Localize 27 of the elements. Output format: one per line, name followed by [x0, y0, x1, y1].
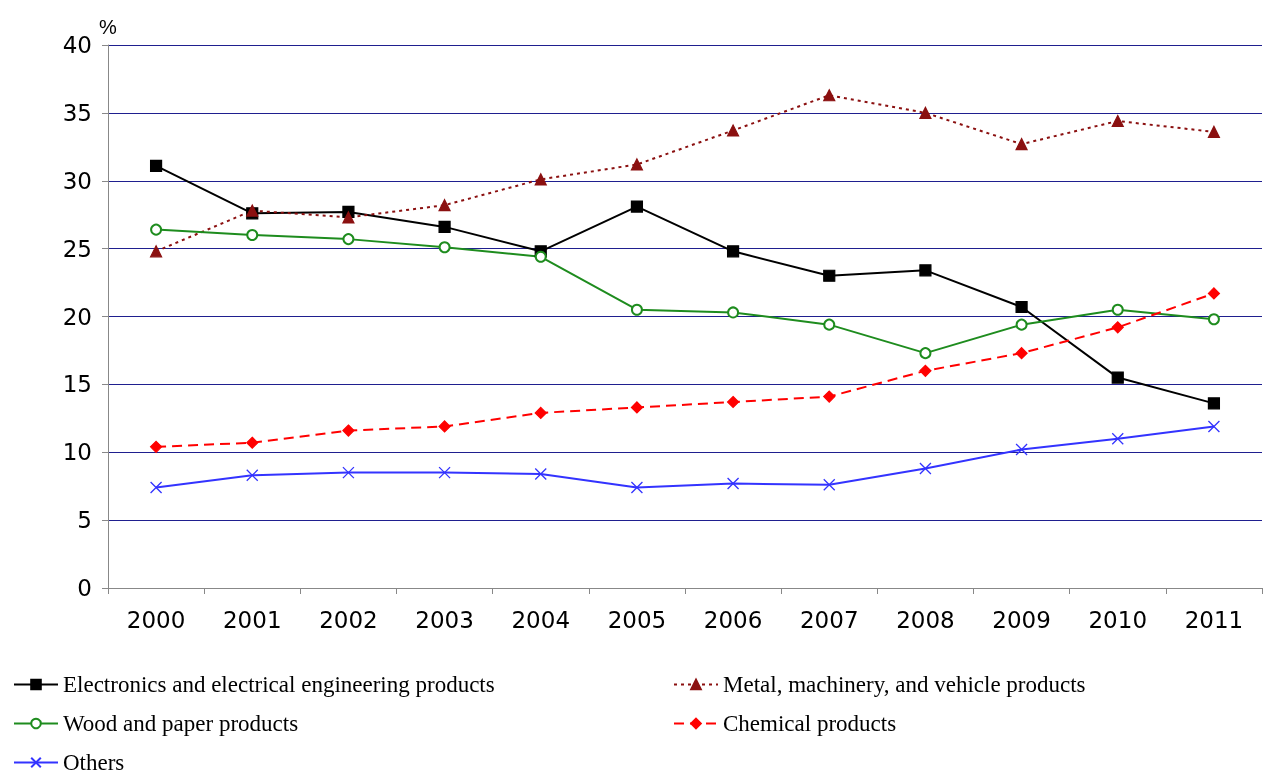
y-tick-label: 35 [62, 99, 92, 126]
x-tick-label: 2000 [126, 606, 186, 633]
x-tick-label: 2003 [415, 606, 474, 633]
y-axis-title: % [99, 16, 118, 38]
y-tick-label: 20 [62, 303, 92, 330]
x-tick-label: 2001 [222, 606, 282, 633]
x-tick-label: 2007 [799, 606, 859, 633]
legend-label: Electronics and electrical engineering products [63, 672, 495, 697]
legend-label: Others [63, 750, 125, 775]
x-tick-label: 2008 [896, 606, 955, 633]
x-tick-label: 2005 [607, 606, 667, 633]
y-tick-label: 25 [62, 235, 92, 262]
legend-label: Metal, machinery, and vehicle products [723, 672, 1086, 697]
y-tick-label: 15 [62, 371, 92, 398]
legend-label: Chemical products [723, 711, 897, 736]
y-tick-label: 5 [77, 507, 92, 534]
x-tick-label: 2011 [1184, 606, 1244, 633]
y-tick-label: 40 [62, 32, 92, 58]
x-tick-label: 2004 [511, 606, 571, 633]
y-tick-label: 0 [77, 575, 92, 601]
x-tick-label: 2002 [319, 606, 378, 633]
y-tick-label: 30 [62, 167, 92, 194]
x-tick-label: 2006 [703, 606, 763, 633]
x-tick-label: 2009 [992, 606, 1051, 633]
legend-label: Wood and paper products [63, 711, 299, 736]
y-tick-label: 10 [62, 439, 92, 466]
x-tick-label: 2010 [1088, 606, 1148, 633]
